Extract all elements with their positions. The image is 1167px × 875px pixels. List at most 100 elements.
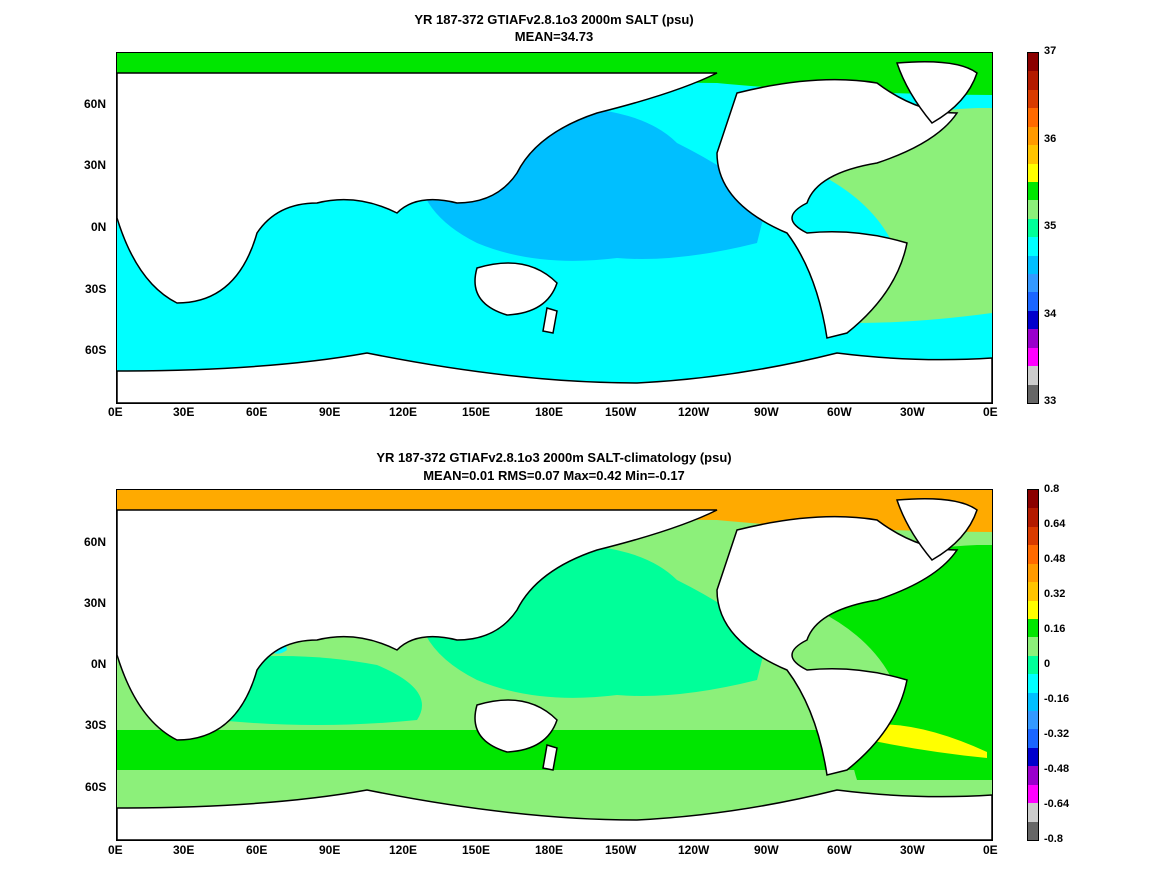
y-tick-label: 60N — [84, 97, 107, 111]
x-tick-label: 0E — [108, 405, 123, 419]
x-tick-label: 0E — [983, 405, 998, 419]
colorbar-swatch — [1028, 563, 1038, 583]
y-tick-label: 60S — [85, 780, 107, 794]
antarctica-land — [117, 352, 992, 403]
australia-land — [474, 699, 558, 753]
y-tick-label: 30S — [85, 282, 107, 296]
x-tick-label: 90E — [319, 405, 341, 419]
x-tick-label: 180E — [535, 843, 564, 857]
y-tick-label: 30S — [85, 718, 107, 732]
americas-land — [716, 515, 959, 776]
colorbar-swatch — [1028, 255, 1038, 275]
colorbar-swatch — [1028, 292, 1038, 312]
x-tick-label: 60W — [827, 843, 852, 857]
x-tick-label: 30W — [900, 843, 925, 857]
colorbar-swatch — [1028, 766, 1038, 786]
colorbar-swatch — [1028, 803, 1038, 823]
colorbar-swatch — [1028, 545, 1038, 565]
x-tick-label: 30W — [900, 405, 925, 419]
colorbar-label: 35 — [1044, 220, 1057, 232]
x-tick-label: 90W — [754, 843, 779, 857]
y-tick-label: 0N — [91, 220, 107, 234]
panel1-subtitle: MEAN=34.73 — [514, 29, 594, 44]
x-tick-label: 30E — [173, 405, 195, 419]
colorbar-swatch — [1028, 674, 1038, 694]
x-tick-label: 0E — [108, 843, 123, 857]
x-tick-label: 90W — [754, 405, 779, 419]
colorbar-swatch — [1028, 71, 1038, 91]
colorbar-swatch — [1028, 600, 1038, 620]
colorbar-label: 33 — [1044, 395, 1057, 407]
colorbar-swatch — [1028, 508, 1038, 528]
panel2-map-svg — [117, 490, 992, 840]
colorbar-label: -0.48 — [1044, 763, 1070, 775]
colorbar-swatch — [1028, 108, 1038, 128]
colorbar-swatch — [1028, 329, 1038, 349]
americas-land — [716, 78, 959, 339]
x-tick-label: 0E — [983, 843, 998, 857]
colorbar-label: 0.48 — [1044, 553, 1066, 565]
panel1-map — [116, 52, 993, 404]
panel1-map-svg — [117, 53, 992, 403]
colorbar-swatch — [1028, 526, 1038, 546]
x-tick-label: 60E — [246, 405, 268, 419]
new-zealand-land — [542, 744, 558, 771]
colorbar-label: 0.32 — [1044, 588, 1066, 600]
eurasia-africa-land — [117, 72, 718, 304]
colorbar-label: 34 — [1044, 308, 1057, 320]
colorbar-swatch — [1028, 366, 1038, 386]
colorbar-swatch — [1028, 310, 1038, 330]
panel1-colorbar — [1027, 52, 1039, 404]
colorbar-swatch — [1028, 711, 1038, 730]
panel1-title: YR 187-372 GTIAFv2.8.1o3 2000m SALT (psu… — [414, 12, 694, 27]
colorbar-swatch — [1028, 274, 1038, 293]
colorbar-label: -0.8 — [1044, 833, 1063, 845]
x-tick-label: 150E — [462, 843, 491, 857]
x-tick-label: 60E — [246, 843, 268, 857]
indian-ocean-region — [217, 656, 422, 725]
x-tick-label: 120W — [678, 843, 710, 857]
colorbar-swatch — [1028, 89, 1038, 109]
colorbar-label: 36 — [1044, 133, 1057, 145]
colorbar-swatch — [1028, 181, 1038, 201]
colorbar-swatch — [1028, 784, 1038, 804]
x-tick-label: 60W — [827, 405, 852, 419]
colorbar-label: 0.64 — [1044, 518, 1066, 530]
colorbar-swatch — [1028, 53, 1038, 72]
y-tick-label: 30N — [84, 158, 107, 172]
colorbar-swatch — [1028, 126, 1038, 146]
colorbar-swatch — [1028, 163, 1038, 183]
colorbar-swatch — [1028, 692, 1038, 712]
x-tick-label: 90E — [319, 843, 341, 857]
south-atlantic-high-anomaly — [867, 724, 987, 758]
colorbar-swatch — [1028, 582, 1038, 601]
colorbar-swatch — [1028, 655, 1038, 675]
y-tick-label: 30N — [84, 596, 107, 610]
colorbar-swatch — [1028, 384, 1038, 404]
antarctica-land — [117, 789, 992, 840]
x-tick-label: 120W — [678, 405, 710, 419]
colorbar-swatch — [1028, 200, 1038, 220]
x-tick-label: 150W — [605, 405, 637, 419]
colorbar-swatch — [1028, 218, 1038, 238]
eurasia-africa-land — [117, 509, 718, 741]
colorbar-label: -0.16 — [1044, 693, 1070, 705]
new-zealand-land — [542, 307, 558, 334]
y-tick-label: 60N — [84, 535, 107, 549]
greenland-land — [895, 61, 978, 124]
colorbar-swatch — [1028, 145, 1038, 164]
colorbar-swatch — [1028, 347, 1038, 367]
colorbar-swatch — [1028, 637, 1038, 657]
y-tick-label: 0N — [91, 657, 107, 671]
y-tick-label: 60S — [85, 343, 107, 357]
x-tick-label: 120E — [389, 843, 418, 857]
colorbar-swatch — [1028, 490, 1038, 509]
panel2-colorbar — [1027, 489, 1039, 841]
x-tick-label: 30E — [173, 843, 195, 857]
colorbar-swatch — [1028, 729, 1038, 749]
colorbar-label: 0 — [1044, 658, 1051, 670]
colorbar-swatch — [1028, 237, 1038, 257]
colorbar-label: -0.32 — [1044, 728, 1070, 740]
colorbar-label: 0.16 — [1044, 623, 1066, 635]
x-tick-label: 180E — [535, 405, 564, 419]
